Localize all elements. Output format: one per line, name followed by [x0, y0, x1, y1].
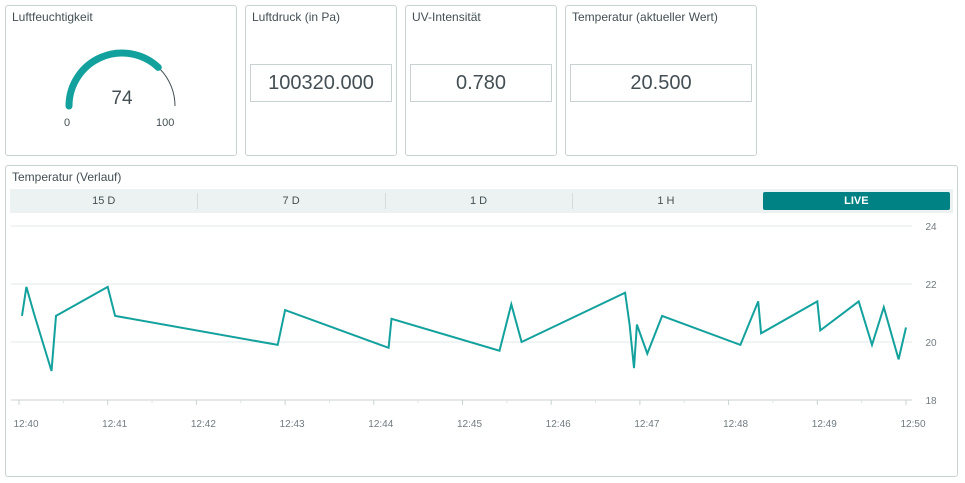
tab-1d[interactable]: 1 D: [384, 192, 572, 210]
x-tick-label: 12:42: [191, 419, 216, 430]
tab-7d[interactable]: 7 D: [197, 192, 384, 210]
x-tick-label: 12:46: [546, 419, 571, 430]
x-tick-label: 12:45: [457, 419, 482, 430]
humidity-widget: Luftfeuchtigkeit 74 0 100: [5, 5, 237, 156]
pressure-value: 100320.000: [250, 64, 392, 102]
temperature-widget: Temperatur (aktueller Wert) 20.500: [565, 5, 757, 156]
temperature-line-chart: 18 20 22 24 12:40 12:41 12:42 12:43 12:44 12:45 12…: [11, 222, 937, 430]
temperature-series-line: [21, 285, 907, 372]
x-tick-label: 12:43: [280, 419, 305, 430]
y-tick-label: 20: [925, 338, 937, 349]
tab-1h[interactable]: 1 H: [572, 192, 759, 210]
uv-value: 0.780: [410, 64, 552, 102]
x-tick-label: 12:44: [368, 419, 393, 430]
x-tick-label: 12:48: [723, 419, 748, 430]
gauge-min-label: 0: [64, 117, 71, 129]
tab-live[interactable]: LIVE: [762, 192, 951, 210]
temperature-title: Temperatur (aktueller Wert): [572, 10, 718, 24]
gauge-max-label: 100: [156, 117, 175, 129]
tab-15d[interactable]: 15 D: [92, 195, 116, 207]
y-tick-label: 24: [925, 222, 937, 233]
uv-title: UV-Intensität: [412, 10, 481, 24]
pressure-title: Luftdruck (in Pa): [252, 10, 341, 24]
x-tick-label: 12:41: [102, 419, 127, 430]
y-tick-label: 18: [925, 396, 937, 407]
x-tick-label: 12:50: [900, 419, 925, 430]
x-tick-label: 12:40: [13, 419, 38, 430]
temperature-history-widget: Temperatur (Verlauf) 15 D 7 D 1 D 1 H LI…: [5, 165, 958, 477]
humidity-value: 74: [111, 88, 133, 109]
x-tick-label: 12:49: [812, 419, 837, 430]
humidity-gauge: [65, 49, 176, 110]
temperature-value: 20.500: [570, 64, 752, 102]
uv-widget: UV-Intensität 0.780: [405, 5, 557, 156]
time-range-tabs: 15 D 7 D 1 D 1 H LIVE: [10, 189, 953, 213]
y-tick-label: 22: [925, 280, 937, 291]
pressure-widget: Luftdruck (in Pa) 100320.000: [245, 5, 397, 156]
chart-title: Temperatur (Verlauf): [12, 170, 122, 184]
gauge-fill: [65, 49, 162, 110]
humidity-title: Luftfeuchtigkeit: [12, 10, 93, 24]
x-tick-label: 12:47: [634, 419, 659, 430]
